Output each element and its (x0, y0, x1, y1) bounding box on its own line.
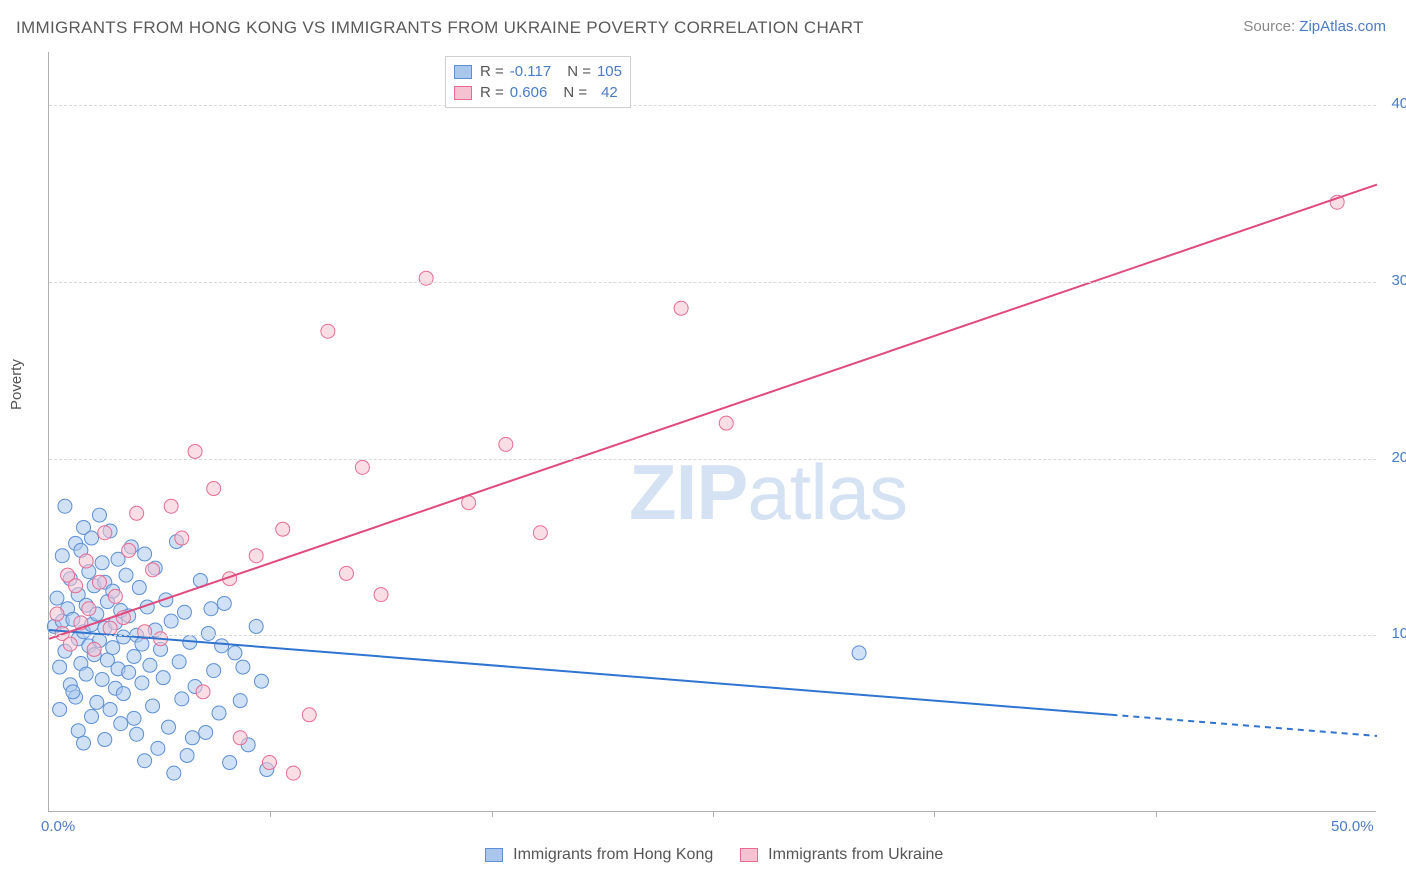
legend-row-hk: R = -0.117 N = 105 (454, 61, 622, 82)
source-link[interactable]: ZipAtlas.com (1299, 18, 1386, 35)
y-tick-label: 40.0% (1391, 95, 1406, 112)
source-label: Source: (1243, 18, 1295, 35)
x-tick (934, 811, 935, 817)
r-value-uk: 0.606 (510, 82, 548, 103)
r-label: R = (480, 61, 504, 82)
swatch-uk (454, 86, 472, 100)
n-label: N = (563, 82, 587, 103)
x-tick (1156, 811, 1157, 817)
n-label: N = (567, 61, 591, 82)
y-tick-label: 10.0% (1391, 625, 1406, 642)
grid-line (49, 282, 1376, 283)
r-value-hk: -0.117 (510, 61, 551, 82)
swatch-hk (454, 65, 472, 79)
legend-label-uk: Immigrants from Ukraine (768, 846, 943, 863)
x-tick (492, 811, 493, 817)
grid-line (49, 635, 1376, 636)
y-tick-label: 30.0% (1391, 272, 1406, 289)
legend-row-uk: R = 0.606 N = 42 (454, 82, 622, 103)
n-value-uk: 42 (601, 82, 618, 103)
scatter-chart (49, 52, 1377, 812)
series-legend: Immigrants from Hong Kong Immigrants fro… (0, 846, 1406, 864)
chart-title: IMMIGRANTS FROM HONG KONG VS IMMIGRANTS … (16, 18, 864, 38)
x-tick (270, 811, 271, 817)
r-label: R = (480, 82, 504, 103)
n-value-hk: 105 (597, 61, 622, 82)
y-axis-label: Poverty (8, 359, 25, 410)
grid-line (49, 105, 1376, 106)
swatch-hk-bottom (485, 848, 503, 862)
grid-line (49, 459, 1376, 460)
legend-label-hk: Immigrants from Hong Kong (513, 846, 713, 863)
correlation-legend: R = -0.117 N = 105 R = 0.606 N = 42 (445, 56, 631, 108)
source-attribution: Source: ZipAtlas.com (1243, 18, 1386, 35)
x-tick-label: 50.0% (1331, 818, 1374, 835)
plot-area: ZIPatlas 10.0%20.0%30.0%40.0%0.0%50.0% (48, 52, 1376, 812)
swatch-uk-bottom (740, 848, 758, 862)
x-tick (713, 811, 714, 817)
y-tick-label: 20.0% (1391, 449, 1406, 466)
x-tick-label: 0.0% (41, 818, 75, 835)
